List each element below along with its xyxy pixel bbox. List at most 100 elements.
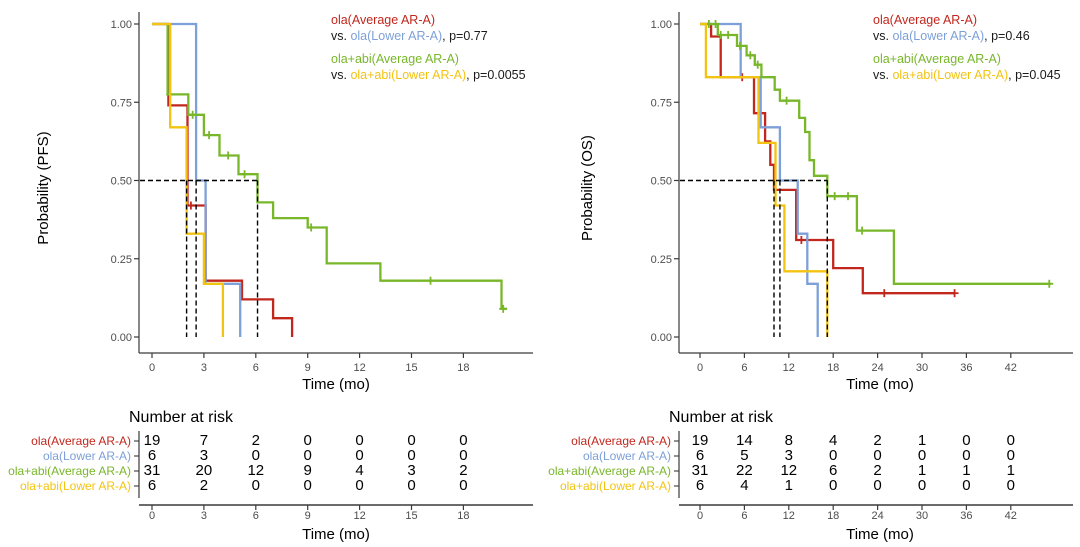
- risk-row-label: ola(Average AR-A): [571, 434, 671, 448]
- risk-value: 3: [785, 447, 793, 464]
- risk-value: 0: [459, 477, 467, 494]
- risk-x-tick-label: 9: [305, 510, 311, 522]
- risk-value: 0: [252, 477, 260, 494]
- x-tick-label: 12: [353, 362, 365, 374]
- risk-value: 0: [829, 447, 837, 464]
- x-tick-label: 42: [1005, 362, 1017, 374]
- svg-text:vs. ola(Lower AR-A), p=0.46: vs. ola(Lower AR-A), p=0.46: [873, 29, 1030, 43]
- risk-x-tick-label: 0: [697, 510, 703, 522]
- y-tick-label: 0.50: [111, 176, 132, 188]
- risk-value: 0: [304, 477, 312, 494]
- os-legend-series4-label: ola+abi(Lower AR-A): [892, 68, 1008, 82]
- km-curve-yellow: [152, 22, 225, 337]
- risk-value: 2: [200, 477, 208, 494]
- risk-x-tick-label: 30: [916, 510, 928, 522]
- os-legend-series1-label: ola(Average AR-A): [873, 13, 977, 27]
- os-risk-time-label: Time (mo): [846, 526, 914, 543]
- x-tick-label: 15: [405, 362, 417, 374]
- pfs-y-axis-label: Probability (PFS): [35, 131, 52, 244]
- risk-value: 0: [873, 447, 881, 464]
- os-legend-vs2: vs.: [873, 68, 892, 82]
- risk-x-tick-label: 6: [741, 510, 747, 522]
- risk-value: 5: [740, 447, 748, 464]
- risk-value: 0: [407, 432, 415, 449]
- risk-value: 1: [918, 432, 926, 449]
- pfs-legend-series2-label: ola(Lower AR-A): [350, 29, 442, 43]
- risk-x-tick-label: 24: [871, 510, 883, 522]
- pfs-legend-series4-label: ola+abi(Lower AR-A): [350, 68, 466, 82]
- risk-value: 31: [144, 462, 161, 479]
- risk-value: 0: [962, 477, 970, 494]
- os-risk-table-title: Number at risk: [669, 409, 774, 426]
- risk-value: 6: [148, 447, 156, 464]
- y-tick-label: 0.00: [111, 332, 132, 344]
- risk-row-label: ola(Lower AR-A): [43, 449, 131, 463]
- risk-value: 1: [785, 477, 793, 494]
- svg-text:vs. ola+abi(Lower AR-A), p=0.0: vs. ola+abi(Lower AR-A), p=0.045: [873, 68, 1061, 82]
- risk-value: 0: [962, 447, 970, 464]
- x-tick-label: 9: [305, 362, 311, 374]
- x-tick-label: 6: [741, 362, 747, 374]
- svg-text:ola+abi(Average AR-A): ola+abi(Average AR-A): [331, 52, 459, 66]
- risk-x-tick-label: 12: [353, 510, 365, 522]
- os-legend-series3-label: ola+abi(Average AR-A): [873, 52, 1001, 66]
- risk-value: 4: [355, 462, 363, 479]
- x-tick-label: 6: [253, 362, 259, 374]
- risk-value: 0: [1007, 432, 1015, 449]
- risk-value: 0: [252, 447, 260, 464]
- x-tick-label: 18: [827, 362, 839, 374]
- risk-value: 2: [459, 462, 467, 479]
- risk-x-tick-label: 0: [149, 510, 155, 522]
- y-tick-label: 0.00: [651, 332, 672, 344]
- km-curve-yellow: [700, 22, 829, 337]
- os-panel: 1.00 0.75 0.50 0.25 0.00 0 6 12 18 24 30 36 42 ola(Av…: [540, 0, 1080, 547]
- pfs-risk-time-label: Time (mo): [302, 526, 370, 543]
- risk-value: 0: [873, 477, 881, 494]
- risk-value: 14: [736, 432, 753, 449]
- risk-x-tick-label: 18: [457, 510, 469, 522]
- risk-value: 6: [148, 477, 156, 494]
- pfs-legend-vs1: vs.: [331, 29, 350, 43]
- pfs-legend-series3-label: ola+abi(Average AR-A): [331, 52, 459, 66]
- risk-value: 1: [962, 462, 970, 479]
- risk-value: 6: [696, 447, 704, 464]
- os-y-axis-label: Probability (OS): [579, 135, 596, 241]
- risk-value: 0: [355, 477, 363, 494]
- os-legend: ola(Average AR-A) vs. ola(Lower AR-A), p…: [873, 13, 1061, 82]
- risk-value: 0: [459, 447, 467, 464]
- risk-value: 22: [736, 462, 753, 479]
- pfs-x-axis-label: Time (mo): [302, 376, 370, 393]
- risk-x-tick-label: 12: [783, 510, 795, 522]
- risk-row-label: ola+abi(Average AR-A): [548, 464, 671, 478]
- risk-value: 0: [1007, 447, 1015, 464]
- risk-row-label: ola+abi(Lower AR-A): [20, 479, 131, 493]
- os-chart-svg: 1.000.750.500.250.000 6 12 18 24 30 36 42ola(Av…: [548, 12, 1073, 543]
- x-tick-label: 0: [697, 362, 703, 374]
- svg-text:vs. ola+abi(Lower AR-A), p=0.0: vs. ola+abi(Lower AR-A), p=0.0055: [331, 68, 526, 82]
- risk-value: 0: [918, 477, 926, 494]
- risk-value: 12: [780, 462, 797, 479]
- y-tick-label: 0.75: [111, 97, 132, 109]
- risk-value: 12: [247, 462, 264, 479]
- risk-x-tick-label: 3: [201, 510, 207, 522]
- os-x-axis-label: Time (mo): [846, 376, 914, 393]
- risk-value: 19: [144, 432, 161, 449]
- risk-value: 0: [355, 447, 363, 464]
- os-legend-pvalue1: , p=0.46: [984, 29, 1030, 43]
- risk-value: 0: [304, 447, 312, 464]
- risk-value: 2: [873, 462, 881, 479]
- km-curve-red: [700, 22, 955, 295]
- risk-value: 0: [1007, 477, 1015, 494]
- risk-value: 20: [196, 462, 213, 479]
- risk-x-tick-label: 6: [253, 510, 259, 522]
- risk-x-tick-label: 15: [405, 510, 417, 522]
- svg-text:vs. ola(Lower AR-A), p=0.77: vs. ola(Lower AR-A), p=0.77: [331, 29, 488, 43]
- x-tick-label: 18: [457, 362, 469, 374]
- pfs-chart-svg: 1.000.750.500.250.000 3 6 9 12 15 18ola(Averag…: [8, 12, 533, 543]
- risk-value: 0: [304, 432, 312, 449]
- risk-value: 31: [692, 462, 709, 479]
- risk-value: 19: [692, 432, 709, 449]
- x-tick-label: 30: [916, 362, 928, 374]
- risk-value: 0: [918, 447, 926, 464]
